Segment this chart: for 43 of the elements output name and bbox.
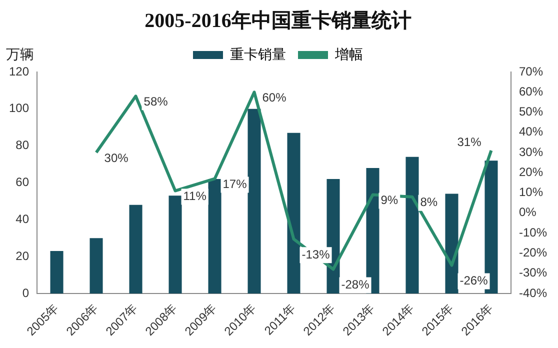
y-tick-label: 120 xyxy=(8,64,30,78)
data-label: 60% xyxy=(262,90,287,104)
y-tick-label: 100 xyxy=(8,101,30,116)
data-label: -28% xyxy=(341,278,370,292)
bar xyxy=(129,204,142,294)
y2-tick-label: -40% xyxy=(518,286,548,300)
y-tick-label: 80 xyxy=(16,138,30,152)
chart-title: 2005-2016年中国重卡销量统计 xyxy=(144,9,412,32)
y2-tick-label: 20% xyxy=(518,164,544,179)
bar xyxy=(287,132,300,294)
data-label: 31% xyxy=(457,134,482,149)
bar xyxy=(406,156,419,294)
legend-label: 重卡销量 xyxy=(230,46,286,62)
data-label: -26% xyxy=(460,274,488,288)
data-label: 58% xyxy=(144,94,168,108)
data-label: -13% xyxy=(302,247,330,262)
y2-tick-label: 70% xyxy=(518,64,544,78)
y2-tick-label: -30% xyxy=(518,266,548,280)
bar xyxy=(50,251,64,294)
data-label: 8% xyxy=(420,195,438,210)
bar xyxy=(208,179,222,294)
y2-tick-label: 50% xyxy=(518,104,544,119)
y-tick-label: 20 xyxy=(16,248,30,263)
bar xyxy=(248,108,261,294)
bar xyxy=(168,196,182,294)
data-label: 9% xyxy=(380,193,398,208)
y-tick-label: 40 xyxy=(16,212,30,226)
y2-tick-label: -20% xyxy=(518,246,548,260)
y2-tick-label: 10% xyxy=(518,185,544,200)
y-axis-title: 万辆 xyxy=(6,46,34,62)
data-label: 11% xyxy=(183,189,207,204)
bar xyxy=(90,238,103,294)
bar xyxy=(445,194,458,294)
y2-tick-label: 60% xyxy=(518,84,544,98)
y-tick-label: 60 xyxy=(16,175,30,190)
y2-tick-label: 0% xyxy=(518,205,537,220)
y2-tick-label: -10% xyxy=(518,225,548,240)
y2-tick-label: 30% xyxy=(518,144,544,159)
y2-tick-label: 40% xyxy=(518,124,544,139)
data-label: 17% xyxy=(222,177,248,192)
y-tick-label: 0 xyxy=(22,286,30,300)
legend-label: 增幅 xyxy=(334,46,363,62)
data-label: 30% xyxy=(104,150,129,165)
